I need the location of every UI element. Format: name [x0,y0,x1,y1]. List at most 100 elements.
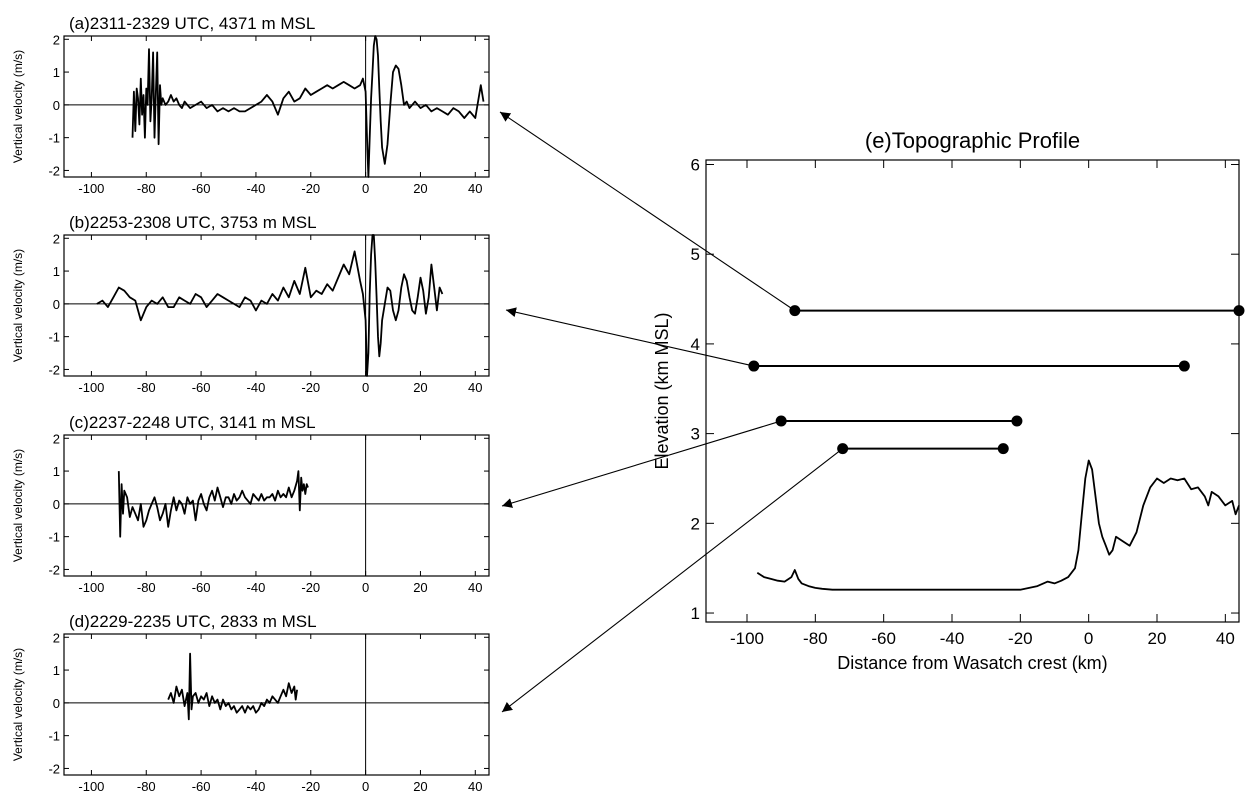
plot-frame [63,234,490,377]
x-tick-label: 40 [468,580,482,595]
y-tick-label: -1 [48,729,60,744]
y-axis-label: Elevation (km MSL) [652,312,672,469]
plot-frame [63,633,490,776]
panel-a-vertical-velocity: (a)2311-2329 UTC, 4371 m MSL Vertical vel… [11,14,490,196]
velocity-series-line [167,652,298,721]
y-tick-label: 2 [691,514,700,533]
y-tick-label: 1 [53,663,60,678]
velocity-series-line [117,470,309,538]
y-tick-label: 1 [53,464,60,479]
panel-title: (d)2229-2235 UTC, 2833 m MSL [69,612,317,631]
x-tick-label: -60 [192,380,211,395]
x-tick-label: -20 [301,779,320,794]
y-tick-label: 5 [691,245,700,264]
x-tick-label: 0 [362,779,369,794]
y-tick-label: -2 [48,362,60,377]
x-tick-label: -60 [871,629,896,648]
y-tick-label: 2 [53,630,60,645]
x-tick-label: -20 [301,181,320,196]
y-axis-label: Vertical velocity (m/s) [11,50,25,163]
x-tick-label: 0 [362,181,369,196]
x-tick-label: -20 [301,580,320,595]
x-tick-label: -100 [78,380,104,395]
x-tick-label: 0 [362,380,369,395]
y-tick-label: 3 [691,425,700,444]
x-tick-label: -20 [1008,629,1033,648]
x-tick-label: -80 [137,779,156,794]
x-tick-label: 0 [1084,629,1093,648]
velocity-series-line [131,35,485,178]
panel-title: (e)Topographic Profile [865,128,1080,153]
x-tick-label: 40 [468,779,482,794]
y-tick-label: 1 [53,65,60,80]
y-tick-label: -2 [48,163,60,178]
y-tick-label: 0 [53,497,60,512]
y-tick-label: 1 [691,604,700,623]
x-tick-label: -100 [78,779,104,794]
x-tick-label: -20 [301,380,320,395]
x-tick-label: -40 [247,779,266,794]
x-tick-label: -100 [78,580,104,595]
y-tick-label: 2 [53,32,60,47]
flight-leg-end-dot [997,443,1009,455]
y-tick-label: 1 [53,264,60,279]
panel-d-vertical-velocity: (d)2229-2235 UTC, 2833 m MSL Vertical vel… [11,612,490,794]
plot-frame [705,159,1240,623]
y-tick-label: -2 [48,562,60,577]
flight-leg-end-dot [1233,305,1245,317]
x-tick-label: -80 [803,629,828,648]
leg-arrow [501,420,782,508]
x-tick-label: -80 [137,181,156,196]
y-tick-label: 0 [53,696,60,711]
flight-leg-end-dot [1178,360,1190,372]
plot-frame [63,35,490,178]
x-axis-label: Distance from Wasatch crest (km) [837,653,1107,673]
leg-arrow [499,111,796,312]
y-tick-label: -1 [48,131,60,146]
leg-connector-arrows [499,111,844,713]
x-tick-label: -60 [192,779,211,794]
x-tick-label: -100 [730,629,764,648]
y-tick-label: 4 [691,335,700,354]
terrain-profile-line [756,459,1240,591]
x-tick-label: 40 [468,181,482,196]
x-tick-label: -40 [247,580,266,595]
x-tick-label: 20 [413,181,427,196]
y-tick-label: -1 [48,330,60,345]
x-tick-label: 20 [413,779,427,794]
x-tick-label: -40 [940,629,965,648]
y-tick-label: -1 [48,530,60,545]
x-tick-label: 20 [1148,629,1167,648]
x-tick-label: 20 [413,580,427,595]
x-tick-label: -100 [78,181,104,196]
y-tick-label: 0 [53,297,60,312]
leg-arrow [501,448,844,713]
x-tick-label: -60 [192,580,211,595]
x-tick-label: 0 [362,580,369,595]
panel-title: (b)2253-2308 UTC, 3753 m MSL [69,213,317,232]
y-tick-label: 0 [53,98,60,113]
x-tick-label: -60 [192,181,211,196]
flight-leg-end-dot [1011,415,1023,427]
x-tick-label: -40 [247,380,266,395]
velocity-series-line [96,234,444,377]
x-tick-label: 40 [468,380,482,395]
y-tick-label: -2 [48,761,60,776]
panel-c-vertical-velocity: (c)2237-2248 UTC, 3141 m MSL Vertical vel… [11,413,490,595]
x-tick-label: -80 [137,580,156,595]
x-tick-label: 20 [413,380,427,395]
x-tick-label: 40 [1216,629,1235,648]
x-tick-label: -40 [247,181,266,196]
y-tick-label: 2 [53,231,60,246]
panel-b-vertical-velocity: (b)2253-2308 UTC, 3753 m MSL Vertical vel… [11,213,490,395]
x-tick-label: -80 [137,380,156,395]
y-axis-label: Vertical velocity (m/s) [11,449,25,562]
y-tick-label: 2 [53,431,60,446]
y-axis-label: Vertical velocity (m/s) [11,249,25,362]
leg-arrow [505,307,754,367]
y-tick-label: 6 [691,155,700,174]
panel-title: (c)2237-2248 UTC, 3141 m MSL [69,413,316,432]
panel-title: (a)2311-2329 UTC, 4371 m MSL [69,14,315,33]
plot-frame [63,434,490,577]
